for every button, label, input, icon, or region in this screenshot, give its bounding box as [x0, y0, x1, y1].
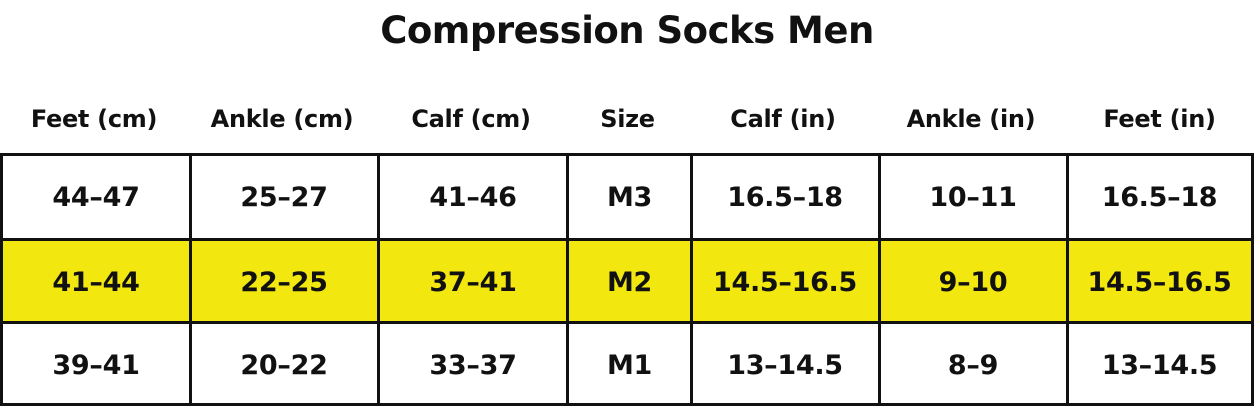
cell-calf-cm: 41–46 — [429, 181, 517, 213]
cell-size: M3 — [606, 181, 653, 213]
cell-feet-in: 13–14.5 — [1101, 349, 1218, 381]
cell-feet-in: 16.5–18 — [1101, 181, 1218, 213]
header-calf-in: Calf (in) — [730, 105, 836, 133]
header-ankle-cm: Ankle (cm) — [210, 105, 354, 133]
column-divider — [566, 156, 569, 403]
column-divider — [878, 156, 881, 403]
chart-title: Compression Socks Men — [380, 9, 874, 52]
cell-ankle-in: 10–11 — [929, 181, 1017, 213]
cell-ankle-in: 8–9 — [947, 349, 999, 381]
header-calf-cm: Calf (cm) — [411, 105, 531, 133]
column-divider — [690, 156, 693, 403]
header-ankle-in: Ankle (in) — [906, 105, 1036, 133]
cell-ankle-in: 9–10 — [938, 266, 1008, 298]
cell-calf-cm: 33–37 — [429, 349, 517, 381]
cell-calf-in: 16.5–18 — [727, 181, 843, 213]
cell-calf-in: 14.5–16.5 — [712, 266, 858, 298]
header-size: Size — [600, 105, 655, 133]
cell-calf-cm: 37–41 — [429, 266, 517, 298]
cell-ankle-cm: 20–22 — [240, 349, 328, 381]
cell-feet-cm: 44–47 — [52, 181, 140, 213]
cell-calf-in: 13–14.5 — [727, 349, 843, 381]
size-table: 44–47 25–27 41–46 M3 16.5–18 10–11 16.5–… — [0, 153, 1254, 406]
column-divider — [189, 156, 192, 403]
cell-ankle-cm: 22–25 — [240, 266, 328, 298]
cell-feet-cm: 39–41 — [52, 349, 140, 381]
header-feet-in: Feet (in) — [1103, 105, 1216, 133]
table-row-m3: 44–47 25–27 41–46 M3 16.5–18 10–11 16.5–… — [3, 156, 1251, 238]
header-feet-cm: Feet (cm) — [30, 105, 158, 133]
cell-ankle-cm: 25–27 — [240, 181, 328, 213]
table-row-m1: 39–41 20–22 33–37 M1 13–14.5 8–9 13–14.5 — [3, 321, 1251, 406]
cell-size: M1 — [606, 349, 653, 381]
table-row-m2: 41–44 22–25 37–41 M2 14.5–16.5 9–10 14.5… — [3, 238, 1251, 323]
column-divider — [1066, 156, 1069, 403]
cell-feet-in: 14.5–16.5 — [1087, 266, 1232, 298]
table-header: Feet (cm) Ankle (cm) Calf (cm) Size Calf… — [0, 96, 1254, 142]
cell-size: M2 — [606, 266, 653, 298]
cell-feet-cm: 41–44 — [52, 266, 140, 298]
column-divider — [377, 156, 380, 403]
